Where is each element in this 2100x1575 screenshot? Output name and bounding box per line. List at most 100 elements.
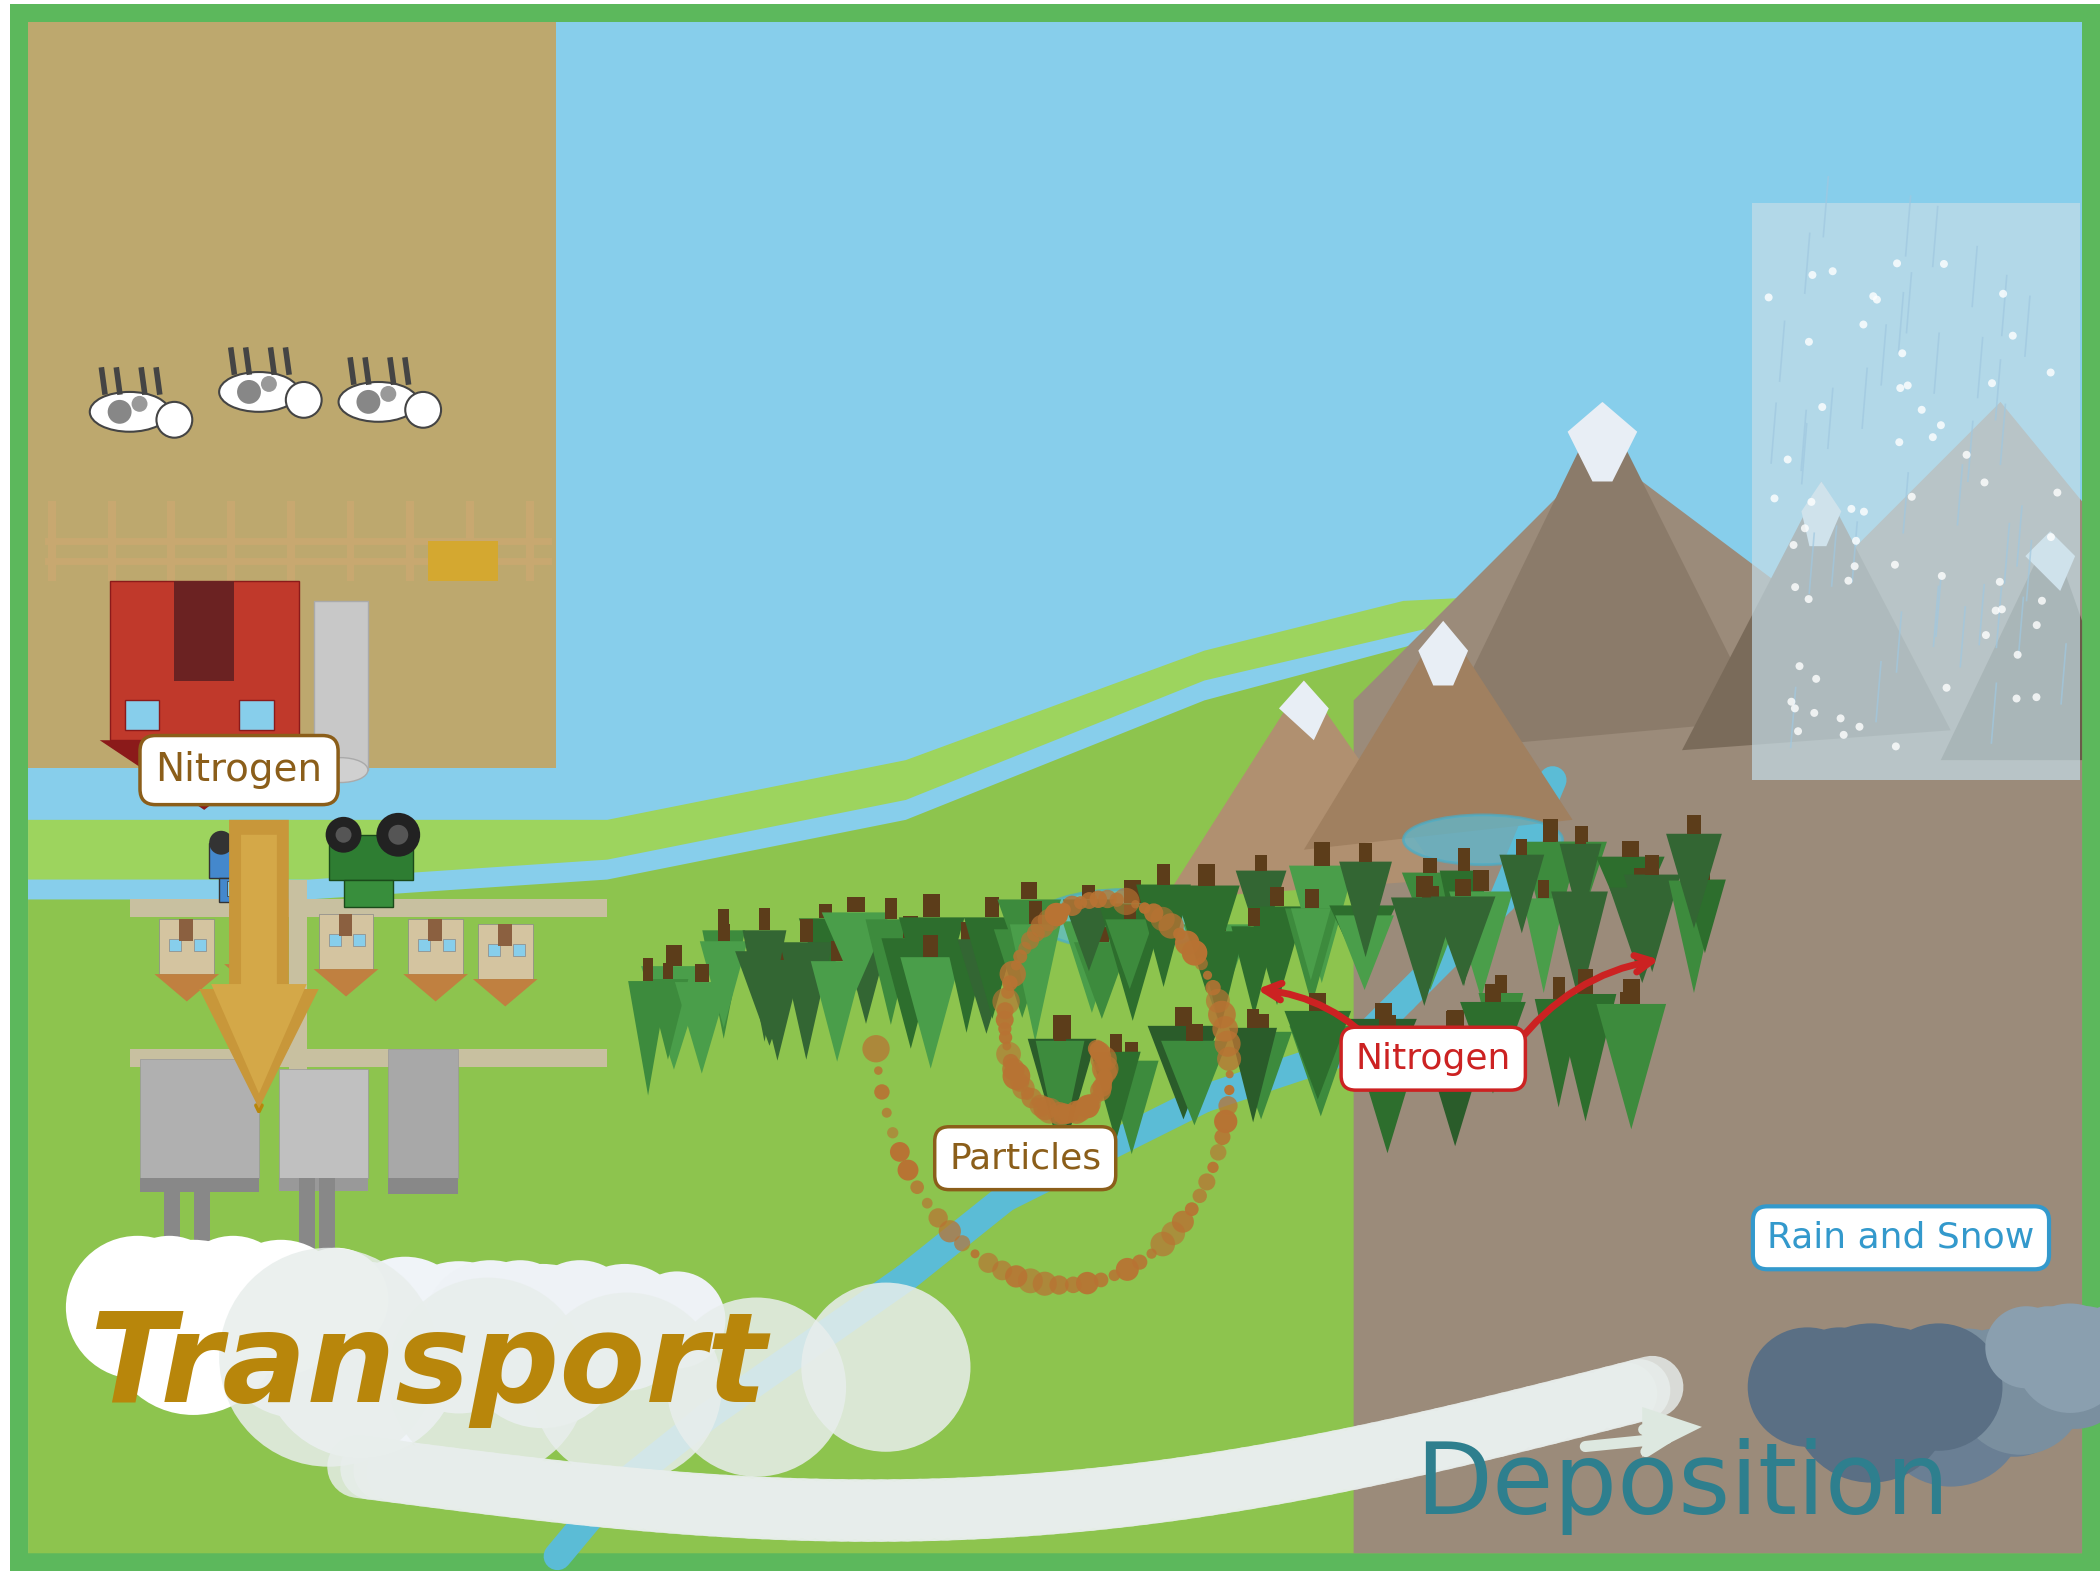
Polygon shape <box>647 980 689 1060</box>
Bar <box>962 921 972 940</box>
Circle shape <box>1159 913 1184 939</box>
Circle shape <box>1905 381 1911 389</box>
Polygon shape <box>1430 896 1495 986</box>
Circle shape <box>1018 942 1031 954</box>
Circle shape <box>1199 1173 1216 1191</box>
Polygon shape <box>1642 1406 1701 1457</box>
Text: Nitrogen: Nitrogen <box>155 751 323 789</box>
Bar <box>1619 992 1632 1010</box>
Polygon shape <box>1285 909 1338 1005</box>
Ellipse shape <box>90 392 170 432</box>
Bar <box>344 879 393 907</box>
Circle shape <box>1065 1276 1082 1293</box>
Circle shape <box>886 1128 899 1139</box>
Bar <box>338 915 353 936</box>
Circle shape <box>1218 1047 1241 1071</box>
Circle shape <box>2073 1304 2100 1391</box>
Polygon shape <box>472 980 538 1006</box>
Circle shape <box>338 1257 472 1391</box>
Circle shape <box>262 1262 460 1458</box>
Circle shape <box>1172 1211 1195 1233</box>
Circle shape <box>1796 662 1804 669</box>
Bar <box>1575 827 1588 841</box>
Circle shape <box>1873 1340 1970 1438</box>
Bar <box>250 909 262 931</box>
Polygon shape <box>1184 925 1252 1017</box>
Circle shape <box>1058 1104 1077 1123</box>
Polygon shape <box>1166 680 1443 899</box>
Circle shape <box>1980 479 1989 487</box>
Circle shape <box>1835 1340 1947 1454</box>
Polygon shape <box>1292 909 1331 980</box>
Polygon shape <box>1560 844 1602 926</box>
Bar <box>27 22 556 769</box>
Bar <box>1544 819 1558 841</box>
Bar <box>1354 891 1371 906</box>
Circle shape <box>1203 970 1212 980</box>
Polygon shape <box>1063 899 1115 972</box>
Bar <box>288 501 294 581</box>
Polygon shape <box>628 981 668 1096</box>
Circle shape <box>357 391 380 414</box>
Polygon shape <box>1063 921 1121 1013</box>
Circle shape <box>1898 350 1907 358</box>
Bar <box>718 925 729 942</box>
Bar <box>466 501 475 581</box>
Text: Transport: Transport <box>90 1307 766 1427</box>
Bar <box>1457 847 1470 871</box>
Circle shape <box>460 1263 624 1429</box>
Bar <box>290 879 307 1098</box>
Circle shape <box>1094 1273 1109 1287</box>
Bar <box>178 920 193 942</box>
Circle shape <box>1094 1060 1117 1084</box>
Circle shape <box>216 1257 378 1418</box>
Circle shape <box>2048 369 2054 376</box>
Circle shape <box>922 1199 932 1208</box>
Circle shape <box>1896 438 1903 446</box>
Circle shape <box>2048 532 2056 542</box>
Circle shape <box>1132 899 1140 909</box>
Circle shape <box>1808 271 1816 279</box>
Text: Particles: Particles <box>949 1142 1100 1175</box>
Bar <box>1575 827 1586 844</box>
Circle shape <box>1218 1096 1237 1115</box>
Circle shape <box>1838 715 1844 723</box>
Circle shape <box>874 1066 882 1074</box>
Polygon shape <box>901 958 962 1068</box>
Circle shape <box>1869 293 1877 301</box>
Circle shape <box>1787 1328 1890 1430</box>
Circle shape <box>1027 925 1046 942</box>
Bar <box>1485 984 1501 1002</box>
Circle shape <box>1012 950 1027 964</box>
Circle shape <box>1075 1095 1100 1118</box>
Bar <box>1688 858 1701 880</box>
Circle shape <box>1010 959 1021 970</box>
Bar <box>107 501 116 581</box>
Circle shape <box>277 1282 330 1334</box>
Circle shape <box>1090 1041 1107 1060</box>
Bar <box>979 920 993 939</box>
Bar <box>1359 843 1371 862</box>
Bar <box>1644 855 1659 874</box>
Circle shape <box>1029 1095 1052 1117</box>
Circle shape <box>1073 896 1088 909</box>
Circle shape <box>1852 537 1861 545</box>
Polygon shape <box>1105 920 1155 989</box>
Circle shape <box>1094 1074 1111 1091</box>
Circle shape <box>1031 1098 1042 1107</box>
Circle shape <box>1109 1269 1119 1280</box>
Bar <box>1634 868 1651 888</box>
Circle shape <box>1090 1046 1117 1073</box>
Bar <box>405 501 414 581</box>
Bar <box>512 945 525 956</box>
Polygon shape <box>1136 885 1191 988</box>
Circle shape <box>1069 1099 1092 1121</box>
Polygon shape <box>1105 1060 1159 1154</box>
Circle shape <box>874 1084 890 1099</box>
Circle shape <box>132 395 147 411</box>
Circle shape <box>1109 893 1124 907</box>
Circle shape <box>218 1247 439 1466</box>
Bar <box>1210 906 1226 925</box>
Circle shape <box>1151 1232 1176 1257</box>
Circle shape <box>1006 1265 1027 1287</box>
